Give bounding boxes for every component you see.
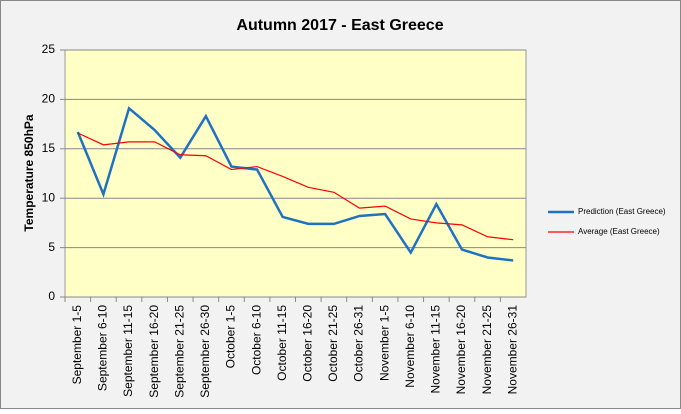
x-tick-label: October 26-31 xyxy=(352,305,366,382)
x-tick-label: September 16-20 xyxy=(147,305,161,398)
x-tick-label: October 21-25 xyxy=(326,305,340,382)
x-tick-label: September 26-30 xyxy=(198,305,212,398)
x-tick-label: September 1-5 xyxy=(70,305,84,385)
series-line xyxy=(76,106,514,262)
chart-title: Autumn 2017 - East Greece xyxy=(236,17,443,34)
series-line xyxy=(77,132,514,241)
x-tick-label: September 21-25 xyxy=(172,305,186,398)
x-tick-label: November 26-31 xyxy=(505,305,519,395)
y-tick-label: 5 xyxy=(48,240,55,254)
x-tick-label: September 6-10 xyxy=(96,305,110,391)
x-tick-label: October 1-5 xyxy=(224,305,238,369)
x-tick-label: November 6-10 xyxy=(403,305,417,388)
y-tick-label: 25 xyxy=(42,42,56,56)
x-tick-label: October 6-10 xyxy=(249,305,263,375)
y-axis-label: Temperature 850hPa xyxy=(22,114,36,231)
x-tick-label: September 11-15 xyxy=(121,305,135,397)
x-tick-label: October 16-20 xyxy=(300,305,314,382)
x-tick-label: November 11-15 xyxy=(429,305,443,394)
plot-area xyxy=(64,49,527,298)
y-tick-label: 0 xyxy=(48,289,55,303)
legend-label: Average (East Greece) xyxy=(578,227,660,236)
x-tick-label: November 16-20 xyxy=(454,305,468,395)
y-tick-label: 20 xyxy=(42,92,56,106)
x-tick-label: November 21-25 xyxy=(480,305,494,395)
legend-label: Prediction (East Greece) xyxy=(578,207,666,216)
y-tick-label: 15 xyxy=(42,141,56,155)
y-tick-label: 10 xyxy=(42,190,56,204)
x-tick-label: November 1-5 xyxy=(377,305,391,381)
x-tick-label: October 11-15 xyxy=(275,305,289,381)
